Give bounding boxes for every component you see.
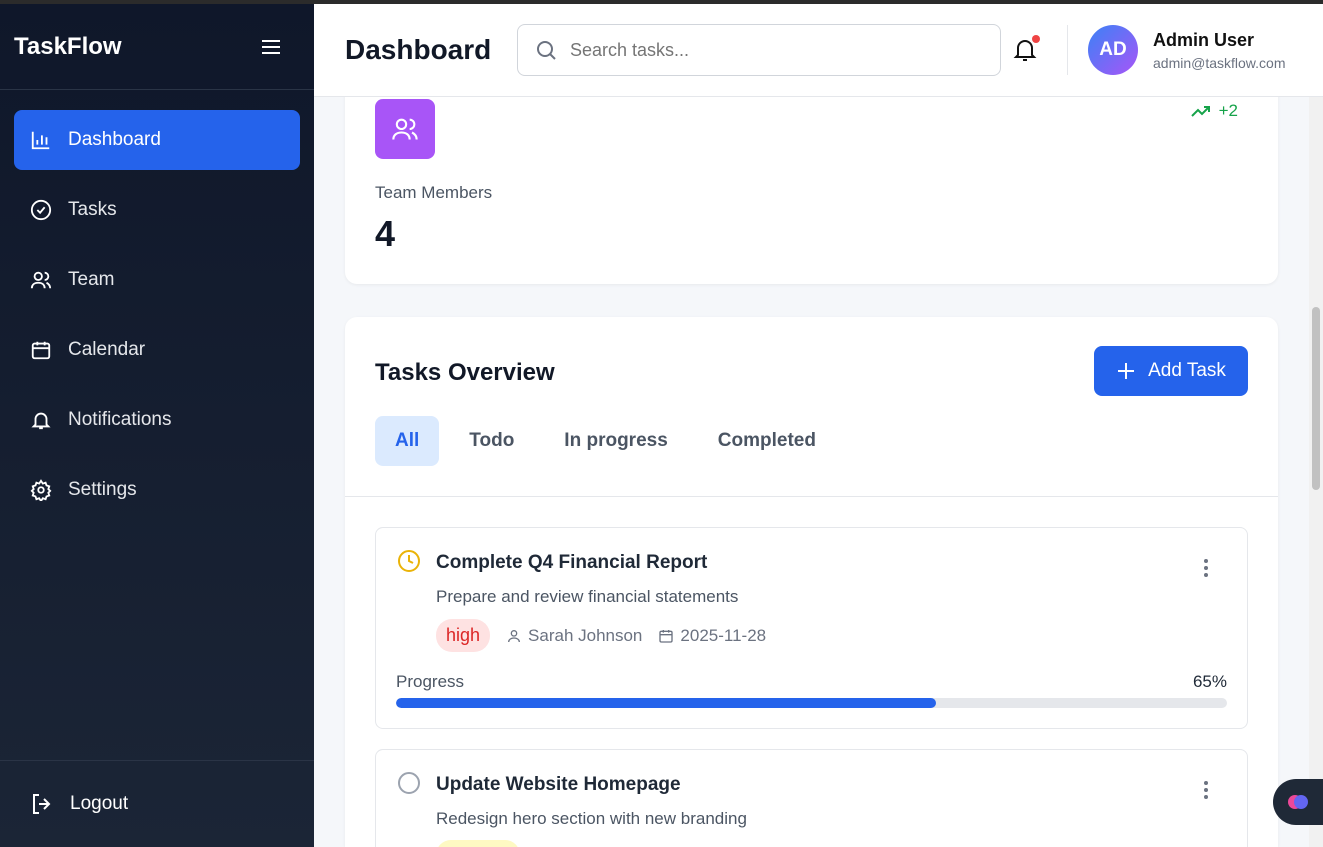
header-divider <box>1067 25 1068 75</box>
user-info[interactable]: Admin User admin@taskflow.com <box>1153 30 1285 71</box>
notification-dot <box>1032 35 1040 43</box>
progress-bar <box>396 698 1227 708</box>
users-icon <box>375 99 435 159</box>
stat-value: 4 <box>375 213 396 254</box>
due-date-value: 2025-11-28 <box>680 625 767 645</box>
task-filter-tabs: All Todo In progress Completed <box>375 416 836 466</box>
tab-todo[interactable]: Todo <box>469 430 515 451</box>
progress-value: 65% <box>1192 672 1227 691</box>
clock-icon <box>398 550 420 572</box>
notifications-button[interactable] <box>1013 35 1040 64</box>
sidebar-item-label: Calendar <box>68 339 146 360</box>
task-title: Complete Q4 Financial Report <box>436 552 708 573</box>
sidebar-nav: Dashboard Tasks Team Calendar Notificati… <box>0 90 314 550</box>
tasks-overview-card: Tasks Overview Add Task All Todo In prog… <box>345 317 1278 847</box>
circle-icon <box>398 772 420 794</box>
progress-label: Progress <box>396 672 465 691</box>
user-icon <box>508 629 521 642</box>
logout-button[interactable]: Logout <box>0 760 314 847</box>
tab-all[interactable]: All <box>375 416 440 466</box>
sidebar-item-label: Dashboard <box>68 129 161 150</box>
calendar-icon <box>31 341 51 360</box>
gear-icon <box>30 479 52 501</box>
priority-badge: high <box>436 619 491 652</box>
sidebar-item-label: Tasks <box>68 199 117 220</box>
sidebar-item-label: Notifications <box>68 409 172 430</box>
task-card[interactable]: Complete Q4 Financial Report Prepare and… <box>375 527 1248 729</box>
task-card[interactable]: Update Website Homepage Redesign hero se… <box>375 749 1248 847</box>
scrollbar[interactable] <box>1309 97 1323 847</box>
search-box[interactable] <box>517 24 1001 76</box>
priority-badge <box>436 840 520 847</box>
sidebar-item-settings[interactable]: Settings <box>14 460 300 520</box>
page-title: Dashboard <box>345 34 492 65</box>
add-task-button[interactable]: Add Task <box>1094 346 1248 396</box>
assignee: Sarah Johnson <box>506 626 642 646</box>
sidebar-item-label: Settings <box>68 479 137 500</box>
plus-icon <box>1118 363 1135 379</box>
task-description: Redesign hero section with new branding <box>436 809 747 828</box>
section-title: Tasks Overview <box>375 359 555 386</box>
user-email: admin@taskflow.com <box>1153 54 1286 71</box>
sidebar-item-calendar[interactable]: Calendar <box>14 320 300 380</box>
sidebar-item-team[interactable]: Team <box>14 250 300 310</box>
trend-indicator: +2 <box>1190 101 1238 121</box>
search-icon <box>537 41 556 60</box>
assignee-name: Sarah Johnson <box>528 625 643 645</box>
avatar[interactable]: AD <box>1088 25 1138 75</box>
team-members-card: +2 Team Members 4 <box>345 97 1278 284</box>
bell-icon <box>31 412 51 430</box>
users-icon <box>30 271 52 289</box>
sidebar-item-label: Team <box>68 269 115 290</box>
logout-icon <box>33 794 51 814</box>
check-circle-icon <box>30 199 52 221</box>
search-input[interactable] <box>570 39 970 61</box>
assistant-button[interactable] <box>1273 779 1323 825</box>
sidebar-item-dashboard[interactable]: Dashboard <box>14 110 300 170</box>
brain-icon <box>1288 795 1308 809</box>
sidebar-item-notifications[interactable]: Notifications <box>14 390 300 450</box>
logout-label: Logout <box>70 793 129 814</box>
task-title: Update Website Homepage <box>436 774 681 795</box>
user-name: Admin User <box>1153 29 1255 50</box>
scrollbar-thumb[interactable] <box>1312 307 1320 490</box>
tab-in-progress[interactable]: In progress <box>564 430 668 451</box>
calendar-icon <box>659 629 674 643</box>
sidebar: TaskFlow Dashboard Tasks Team Calendar N… <box>0 4 314 847</box>
main-content: +2 Team Members 4 Tasks Overview Add Tas… <box>314 97 1309 847</box>
brand-bar: TaskFlow <box>0 4 314 90</box>
add-task-label: Add Task <box>1148 360 1226 381</box>
bell-icon <box>1013 40 1037 61</box>
window-top-border <box>0 0 1323 4</box>
app-logo: TaskFlow <box>14 32 122 60</box>
more-vertical-icon[interactable] <box>1203 558 1209 578</box>
due-date: 2025-11-28 <box>658 626 766 646</box>
top-header: Dashboard AD Admin User admin@taskflow.c… <box>314 4 1323 97</box>
more-vertical-icon[interactable] <box>1203 780 1209 800</box>
trend-value: +2 <box>1218 101 1238 120</box>
sidebar-item-tasks[interactable]: Tasks <box>14 180 300 240</box>
menu-icon[interactable] <box>260 38 282 56</box>
bar-chart-icon <box>31 131 50 150</box>
divider <box>345 496 1278 497</box>
tab-completed[interactable]: Completed <box>717 430 816 451</box>
stat-label: Team Members <box>375 183 493 202</box>
task-meta: high Sarah Johnson 2025-11-28 <box>436 619 766 652</box>
progress-fill <box>396 698 937 708</box>
task-description: Prepare and review financial statements <box>436 587 739 606</box>
trending-up-icon <box>1190 106 1210 117</box>
